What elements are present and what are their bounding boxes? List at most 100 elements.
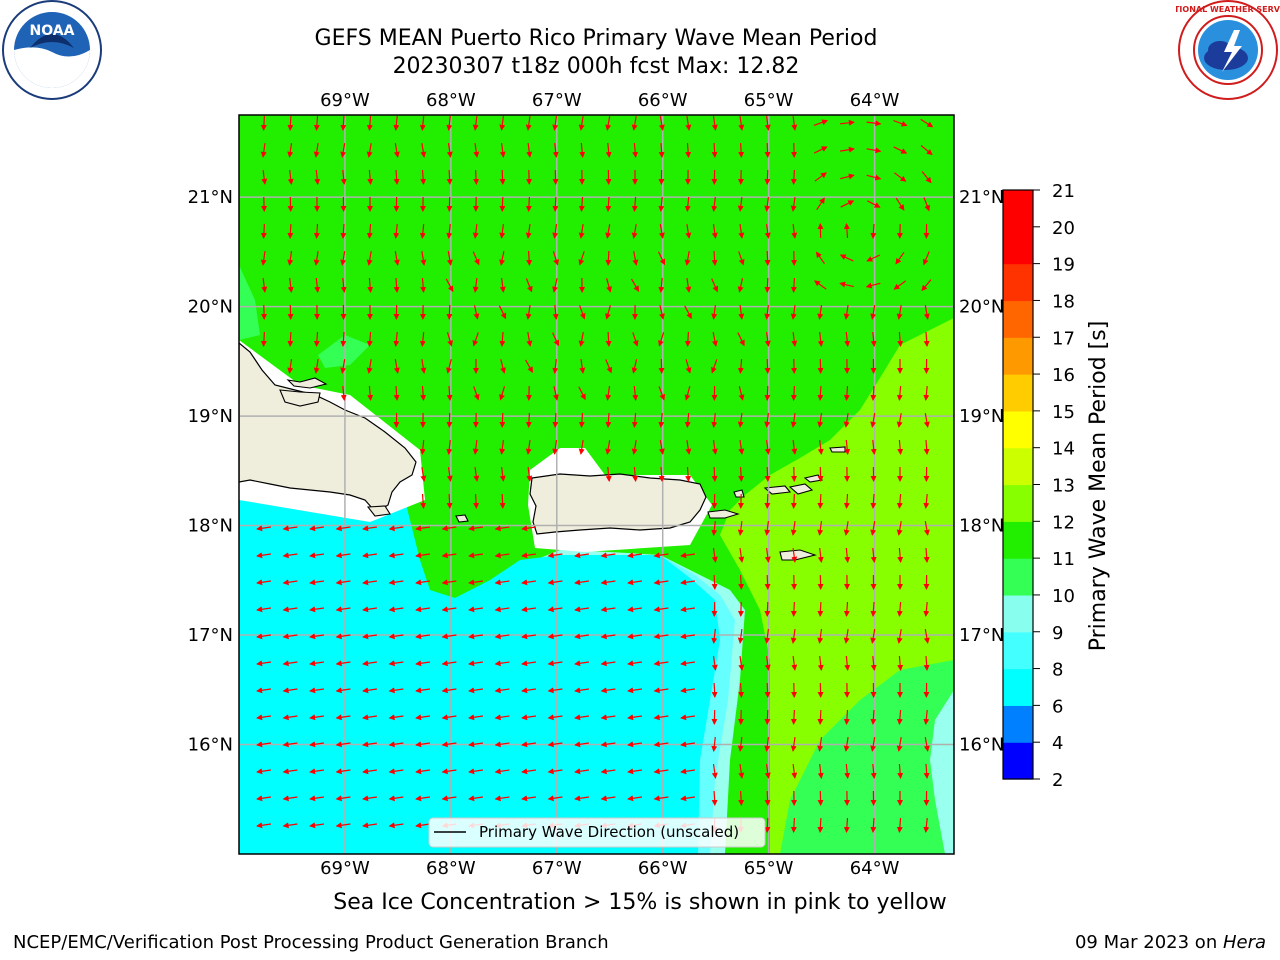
wave-arrow	[415, 714, 430, 721]
wave-arrow	[764, 709, 771, 725]
wave-arrow	[256, 687, 271, 694]
wave-arrow	[419, 223, 426, 239]
wave-arrow	[870, 331, 877, 347]
wave-arrow	[684, 331, 691, 347]
wave-arrow	[600, 795, 616, 802]
period-field-pale-east	[930, 690, 954, 854]
wave-arrow	[680, 687, 695, 694]
lon-tick-label-top: 66°W	[638, 90, 688, 111]
wave-arrow	[256, 741, 271, 748]
wave-arrow	[653, 768, 669, 775]
wave-arrow	[468, 552, 483, 559]
wave-arrow	[500, 359, 506, 374]
wave-arrow	[897, 547, 904, 563]
wave-arrow	[685, 116, 692, 131]
wave-arrow	[445, 278, 454, 293]
wave-arrow	[446, 332, 453, 347]
wave-arrow	[526, 467, 533, 482]
wave-arrow	[446, 359, 452, 374]
wave-arrow	[631, 439, 638, 455]
wave-arrow	[552, 440, 559, 455]
wave-arrow	[658, 466, 665, 482]
wave-arrow	[441, 768, 457, 775]
wave-arrow	[367, 385, 374, 401]
wave-arrow	[309, 579, 324, 586]
land-mona-island	[455, 514, 469, 523]
wave-arrow	[313, 359, 320, 374]
wave-arrow	[680, 660, 695, 667]
wave-arrow	[653, 606, 669, 613]
wave-arrow	[790, 413, 797, 428]
colorbar-tick-label: 12	[1052, 512, 1075, 533]
wave-arrow	[309, 552, 324, 559]
lon-tick-label-top: 67°W	[532, 90, 582, 111]
wave-arrow	[653, 687, 669, 694]
wave-arrow	[923, 655, 930, 671]
wave-arrow	[525, 412, 532, 428]
wave-arrow	[870, 520, 877, 536]
wave-arrow	[473, 467, 480, 482]
wave-arrow	[600, 660, 616, 667]
wave-arrow	[896, 493, 903, 509]
wave-arrow	[896, 520, 903, 536]
wave-arrow	[468, 525, 483, 532]
wave-arrow	[839, 254, 854, 262]
wave-arrow	[468, 606, 483, 613]
wave-arrow	[441, 579, 457, 586]
wave-arrow	[366, 142, 373, 158]
wave-arrow	[362, 552, 377, 559]
wave-arrow	[790, 493, 797, 509]
wave-arrow	[393, 223, 400, 239]
lon-tick-label-bottom: 66°W	[638, 858, 688, 879]
wave-arrow	[260, 223, 267, 239]
lat-tick-label-left: 18°N	[188, 516, 233, 537]
lon-tick-label-bottom: 69°W	[320, 858, 370, 879]
wave-arrow	[817, 413, 824, 428]
wave-arrow	[309, 822, 324, 829]
wave-arrow	[764, 790, 771, 806]
wave-arrow	[468, 741, 483, 748]
wave-arrow	[685, 142, 692, 158]
wave-arrow	[653, 633, 669, 640]
map-frame	[238, 114, 955, 855]
land-tortola	[788, 483, 814, 495]
wave-arrow	[764, 440, 771, 455]
lat-tick-label-left: 20°N	[188, 297, 233, 318]
wave-arrow	[494, 633, 510, 640]
wave-arrow	[866, 147, 882, 154]
wave-arrow	[388, 606, 404, 613]
wave-arrow	[605, 439, 612, 455]
wave-arrow	[415, 633, 430, 640]
wave-arrow	[499, 250, 506, 266]
wave-arrow	[547, 687, 563, 694]
wave-arrow	[366, 358, 373, 374]
wave-arrow	[923, 412, 930, 428]
wave-arrow	[362, 741, 377, 748]
wave-arrow	[711, 764, 718, 779]
colorbar-segment	[1003, 447, 1033, 486]
wave-arrow	[653, 660, 669, 667]
wave-arrow	[552, 304, 559, 320]
wave-arrow	[473, 386, 480, 401]
wave-arrow	[817, 331, 824, 347]
wave-arrow	[896, 412, 903, 428]
wave-arrow	[388, 579, 404, 586]
wave-arrow	[494, 552, 510, 559]
wave-arrow	[685, 466, 692, 482]
wave-arrow	[600, 714, 616, 721]
wave-arrow	[287, 143, 294, 158]
chart-title: GEFS MEAN Puerto Rico Primary Wave Mean …	[314, 26, 878, 51]
wave-arrow	[791, 440, 798, 455]
wave-arrow	[256, 714, 271, 721]
wave-arrow	[472, 251, 480, 266]
wave-arrow	[441, 795, 457, 802]
wave-arrow	[791, 116, 798, 131]
wave-arrow	[260, 251, 267, 266]
wave-arrow	[415, 822, 430, 829]
wave-arrow	[393, 385, 400, 401]
wave-arrow	[896, 304, 903, 320]
land-hispaniola-north-coast	[279, 389, 321, 407]
wave-arrow	[790, 169, 797, 185]
wave-arrow	[790, 385, 797, 401]
colorbar-tick-label: 9	[1052, 623, 1063, 644]
